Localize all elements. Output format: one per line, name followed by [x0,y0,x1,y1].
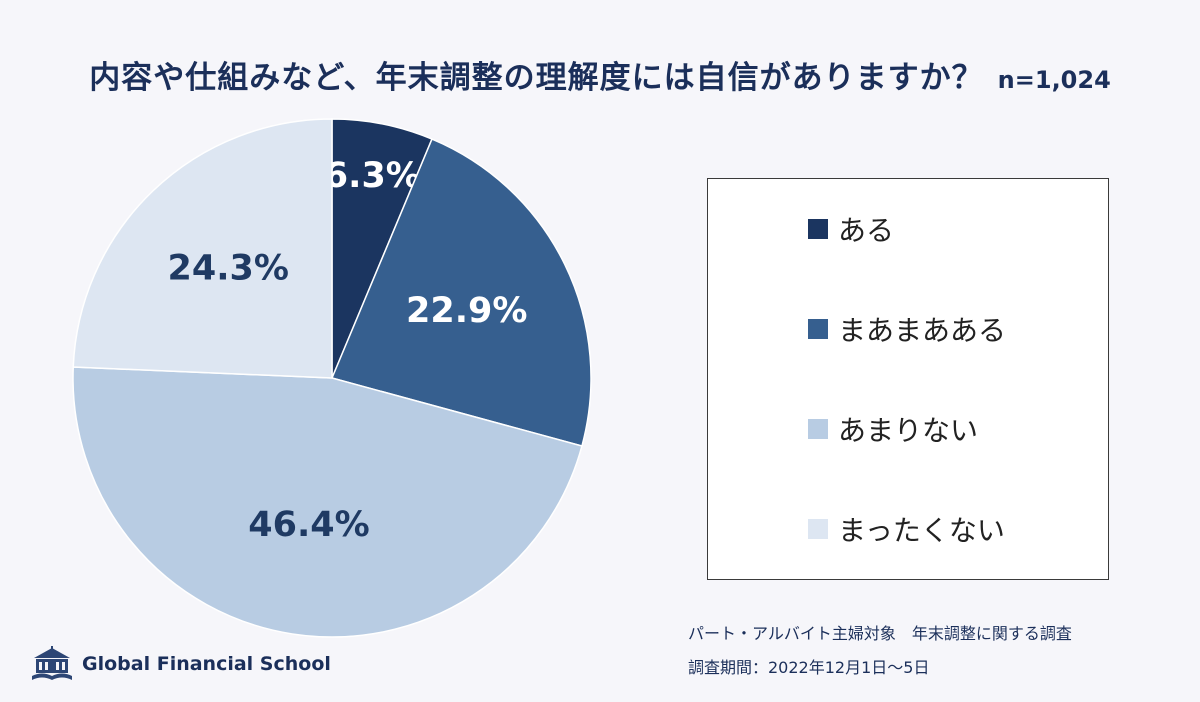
legend-item-2: まあまあある [808,309,1006,349]
pie-slice-2 [330,138,592,447]
legend: あるまあまあある あまりないまったくない [707,178,1109,580]
slice-label-2: 22.9% [406,291,527,331]
legend-item-1: ある [808,209,894,249]
slice-label-4: 24.3% [167,249,288,289]
legend-swatch [808,519,828,539]
logo: Global Financial School [30,646,331,682]
survey-note: パート・アルバイト主婦対象 年末調整に関する調査 [688,624,1072,643]
legend-swatch [808,319,828,339]
legend-label: まったくない [838,514,1005,547]
chart-title: 内容や仕組みなど、年末調整の理解度には自信がありますか？ n=1,024 [0,52,1200,97]
slice-label-1: 6.3% [324,156,421,196]
legend-swatch [808,219,828,239]
survey-period: 調査期間：2022年12月1日～5日 [688,658,930,677]
school-building-icon [32,646,72,680]
legend-label: ある [838,214,895,247]
pie-slice-4 [72,118,333,379]
legend-item-3: あまりない [808,409,978,449]
slice-label-3: 46.4% [248,505,369,545]
pie-slice-3 [72,366,583,638]
pie-chart: 6.3% 22.9% 46.4% 24.3% [72,118,592,638]
sample-size: n=1,024 [997,66,1111,94]
legend-swatch [808,419,828,439]
logo-name: Global Financial School [82,653,331,675]
legend-label: まあまあある [838,314,1007,347]
legend-item-4: まったくない [808,509,1005,549]
chart-title-text: 内容や仕組みなど、年末調整の理解度には自信がありますか？ [89,60,984,96]
legend-label: あまりない [838,414,979,447]
